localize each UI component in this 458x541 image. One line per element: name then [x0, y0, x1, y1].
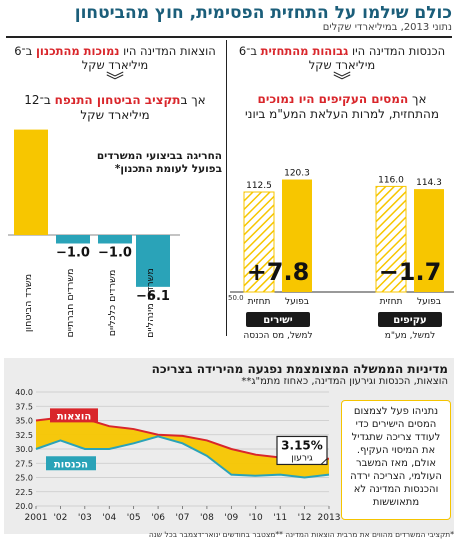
- forecast-bar: [243, 191, 275, 293]
- deficit-value: 3.15%: [281, 438, 323, 452]
- forecast-bar: [375, 185, 407, 293]
- revenues-series-label: הכנסות: [54, 459, 88, 470]
- x-tick-label: '07: [176, 513, 190, 523]
- tag-label: ישירים: [263, 315, 292, 326]
- y-tick-label: 27.5: [15, 459, 33, 468]
- footnote: *תקציבי המשרדים מהווים את מרבית הוצאות ה…: [148, 530, 454, 539]
- header-divider: [6, 36, 452, 38]
- expense-subheadline: אך בתקציב הביטחון התנפח ב־12 מיליארד שקל: [24, 93, 206, 122]
- deficit-chart-subtitle: הוצאות, הכנסות וגירעון המדינה, כאחוז מתמ…: [241, 376, 448, 387]
- expenses-label-bg: [50, 408, 98, 423]
- column-label: תחזית: [380, 297, 403, 307]
- difference-value: +7.8: [247, 258, 310, 286]
- bar-value-label: +12.4: [8, 128, 55, 130]
- chevron-down-icon: ︾: [333, 71, 351, 92]
- bar: [14, 129, 48, 235]
- column-label: בפועל: [285, 297, 309, 307]
- category-label: משרדים כלכליים: [107, 270, 118, 337]
- main-subtitle: נתוני 2013, במיליארדי שקלים: [322, 22, 452, 33]
- forecast-value: 112.5: [246, 181, 272, 191]
- revenues-label-bg: [46, 456, 96, 471]
- revenue-headline: הכנסות המדינה היו גבוהות מהתחזית ב־6 מיל…: [238, 44, 446, 72]
- bar-value-label: −1.0: [56, 246, 90, 261]
- revenue-subheadline: אך המסים העקיפים היו נמוכים מהתחזית, למר…: [244, 92, 440, 121]
- deficit-label: גירעון: [291, 453, 313, 463]
- tag-sublabel: למשל, מע"מ: [385, 331, 435, 340]
- forecast-value: 116.0: [378, 175, 404, 185]
- tag-label: עקיפים: [393, 315, 426, 326]
- column-label: בפועל: [417, 297, 441, 307]
- panel-divider: [226, 40, 227, 336]
- category-label: משרדים מינהליים: [145, 268, 156, 338]
- deficit-chart-title: מדיניות הממשלה המצומצמת נפגעה מהירידה בצ…: [151, 362, 448, 376]
- tag-badge: [378, 312, 442, 327]
- bar: [56, 235, 90, 244]
- expenses-series-label: הוצאות: [57, 411, 91, 422]
- y-tick-label: 20.0: [15, 502, 33, 511]
- axis-label: 50.0: [228, 294, 244, 302]
- deficit-area: [36, 417, 329, 478]
- x-tick-label: '10: [249, 513, 263, 523]
- x-tick-label: '05: [127, 513, 141, 523]
- x-tick-label: '11: [273, 513, 287, 523]
- x-tick-label: 2013: [318, 513, 341, 523]
- y-tick-label: 35.0: [15, 417, 33, 426]
- actual-bar: [282, 179, 312, 292]
- tag-sublabel: למשל, מס הכנסה: [243, 331, 312, 340]
- y-tick-label: 22.5: [15, 488, 33, 497]
- x-tick-label: '03: [78, 513, 92, 523]
- x-tick-label: '02: [53, 513, 67, 523]
- x-tick-label: '09: [224, 513, 238, 523]
- y-tick-label: 25.0: [15, 474, 33, 483]
- tag-badge: [246, 312, 310, 327]
- annotation-pointer: [320, 458, 328, 465]
- actual-bar: [414, 189, 444, 292]
- y-tick-label: 37.5: [15, 402, 33, 411]
- column-label: תחזית: [248, 297, 271, 307]
- x-tick-label: '08: [200, 513, 214, 523]
- bar-value-label: −6.1: [136, 289, 170, 304]
- x-tick-label: '12: [298, 513, 312, 523]
- y-tick-label: 40.0: [15, 388, 33, 397]
- expense-note: החריגה בביצועי המשרדים בפועל לעומת התכנו…: [96, 150, 222, 175]
- tax-forecast-chart: 50.0 116.0 114.3 −1.7 בפועל תחזית עקיפים למשל, …: [228, 169, 454, 340]
- category-label: משרד הביטחון: [23, 274, 34, 332]
- ministry-deviation-chart: +12.4 משרד הביטחון −1.0 משרדים חברתיים −1.0 מ…: [8, 128, 180, 338]
- actual-value: 120.3: [284, 169, 310, 179]
- x-tick-label: '06: [151, 513, 165, 523]
- difference-value: −1.7: [379, 258, 442, 286]
- x-tick-label: '04: [102, 513, 116, 523]
- deficit-line-chart: 40.0 37.5 35.0 32.5 30.0 27.5 25.0 22.5 20.0 2001…: [15, 388, 341, 523]
- bar: [136, 235, 170, 287]
- y-tick-label: 30.0: [15, 445, 33, 454]
- actual-value: 114.3: [416, 178, 442, 188]
- y-tick-label: 32.5: [15, 431, 33, 440]
- deficit-annotation-box: [276, 435, 328, 466]
- revenues-line: [35, 435, 330, 479]
- x-tick-label: 2001: [25, 513, 48, 523]
- chevron-down-icon: ︾: [106, 71, 124, 92]
- main-title: כולם שילמו על התחזית הפסימית, חוץ מהביטח…: [74, 3, 452, 23]
- expense-headline: הוצאות המדינה היו נמוכות מהתכנון ב־6 מיל…: [14, 44, 216, 72]
- bar-value-label: −1.0: [98, 246, 132, 261]
- bar: [98, 235, 132, 244]
- category-label: משרדים חברתיים: [65, 268, 76, 337]
- callout-box: נתניהו פעל לצמצום המסים הישירים כדי לעוד…: [341, 400, 451, 520]
